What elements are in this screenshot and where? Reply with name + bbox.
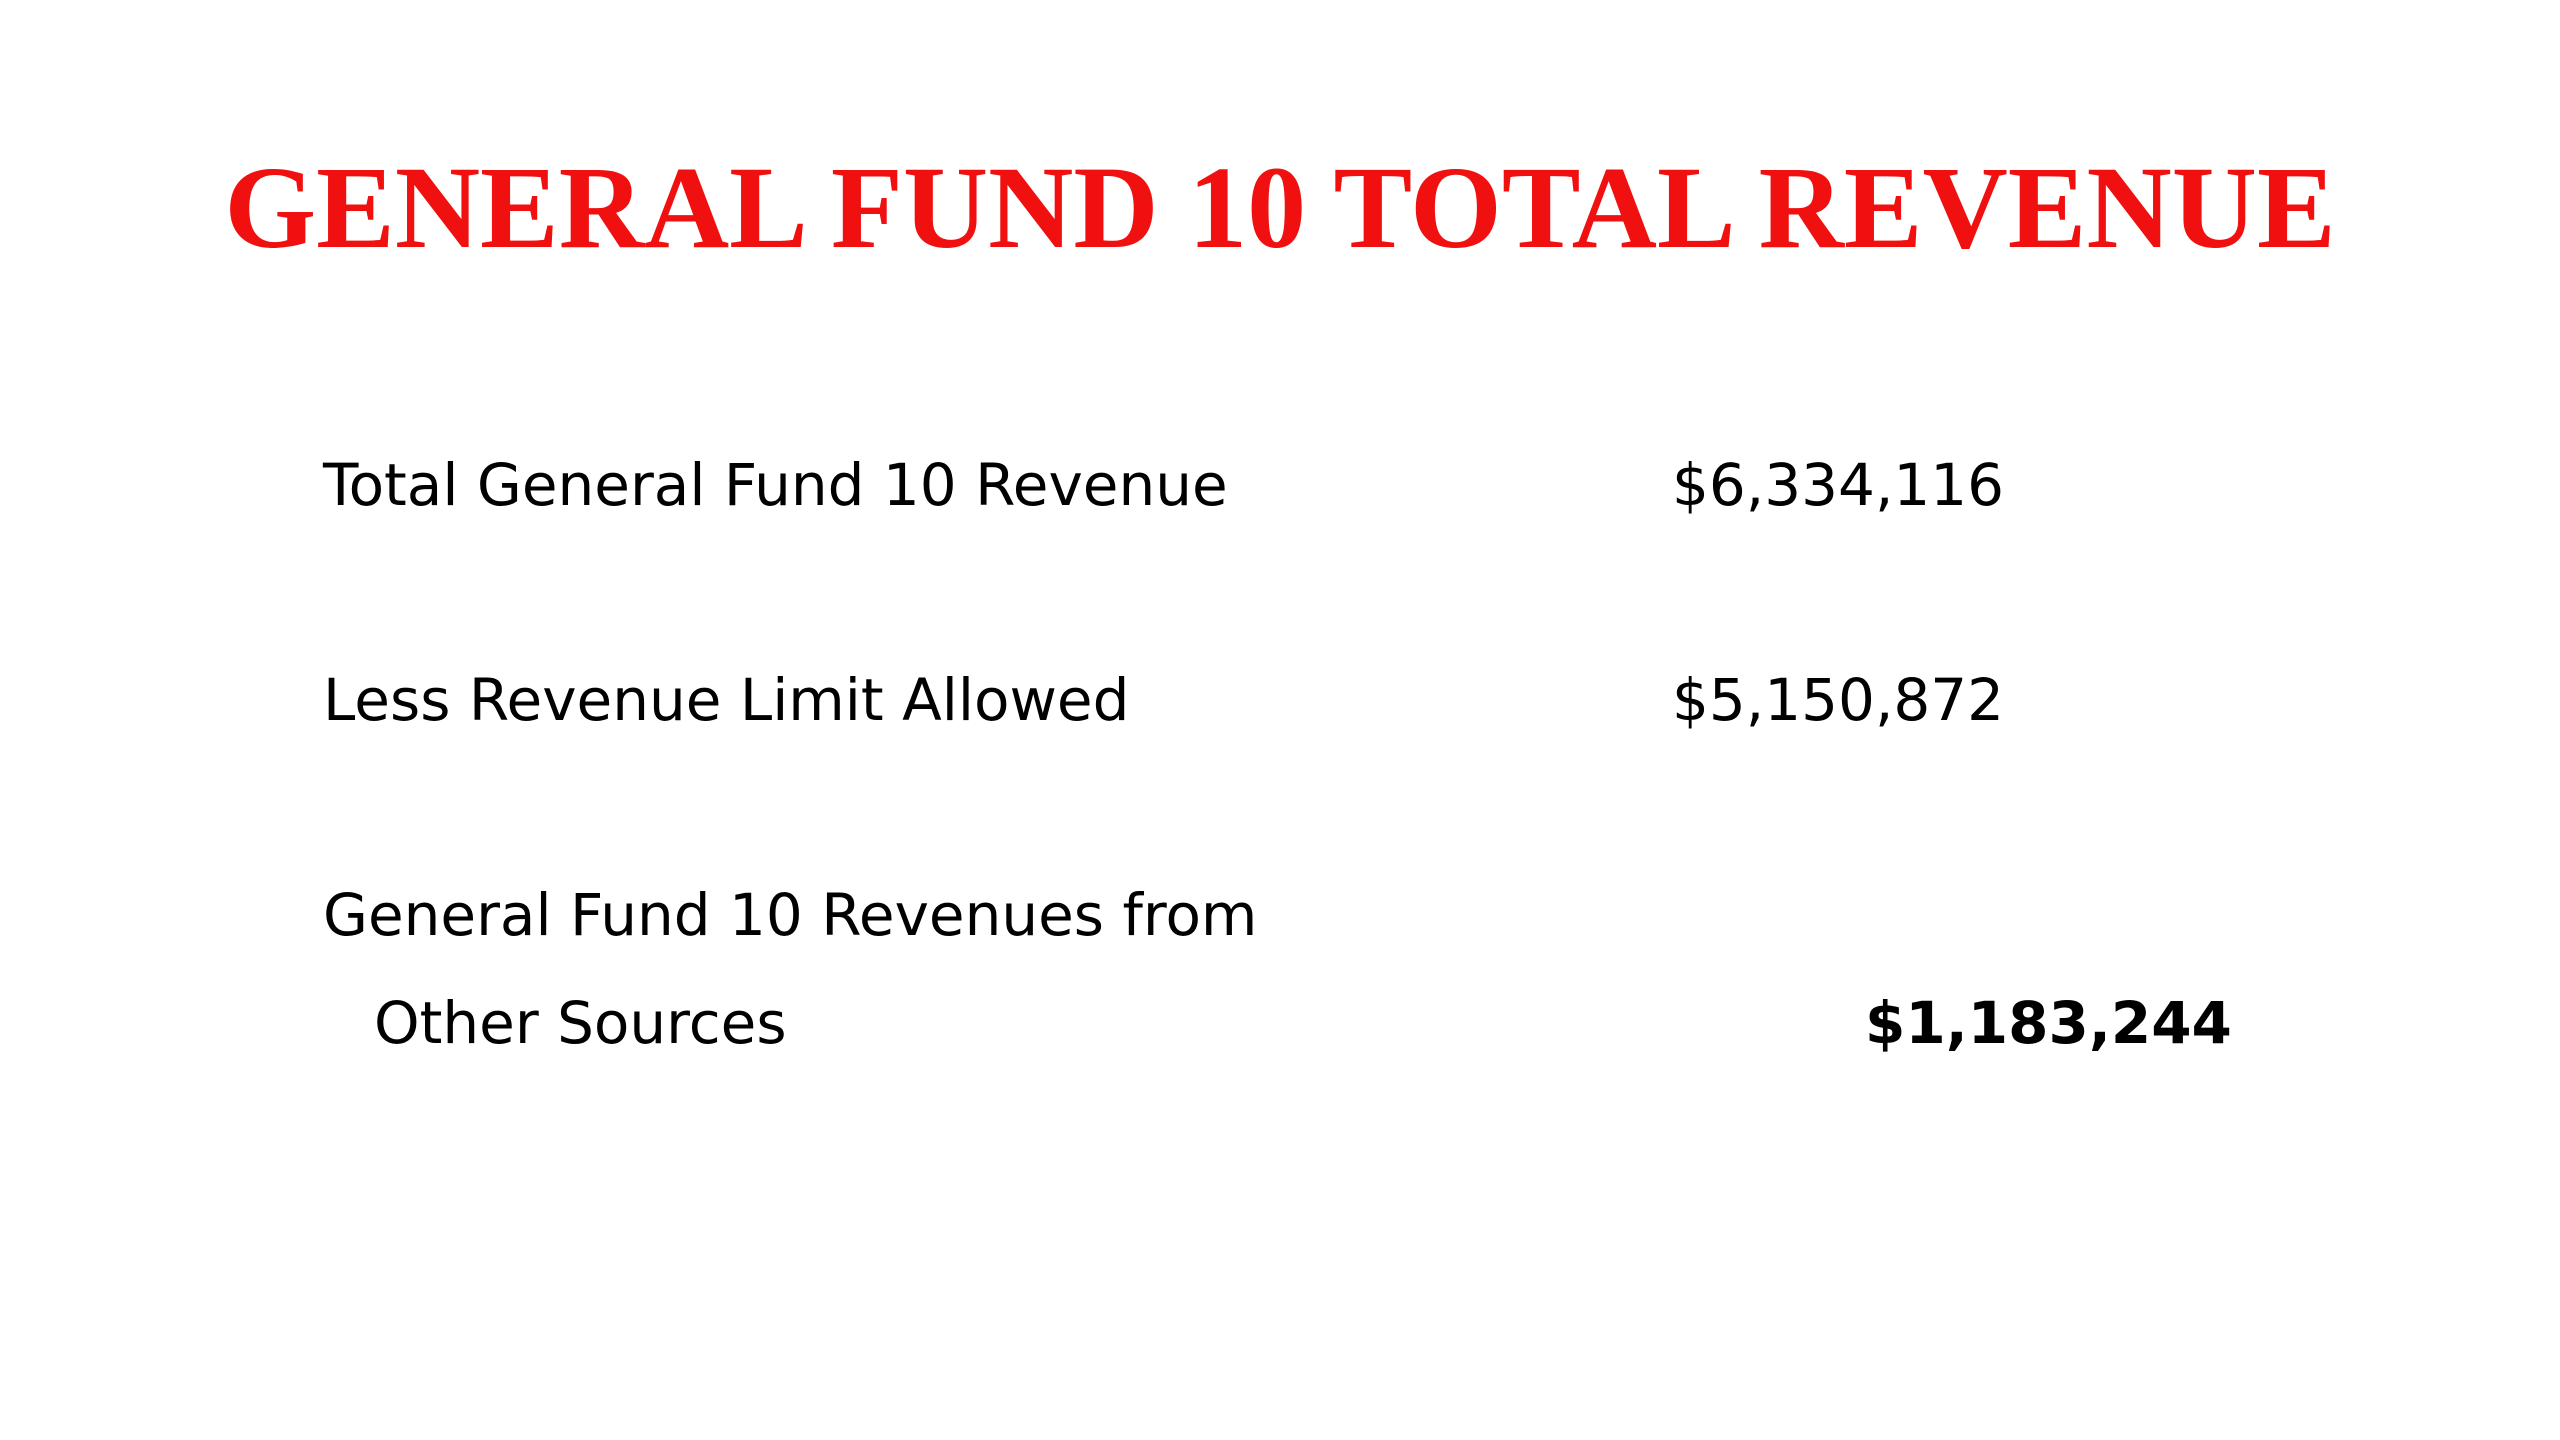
revenue-limit-label: Less Revenue Limit Allowed <box>323 666 1130 734</box>
other-sources-label-line2: Other Sources <box>374 989 787 1057</box>
total-revenue-value: $6,334,116 <box>1672 451 2005 519</box>
slide-title: GENERAL FUND 10 TOTAL REVENUE <box>224 142 2336 273</box>
other-sources-label-line1: General Fund 10 Revenues from <box>323 881 1258 949</box>
other-sources-value: $1,183,244 <box>1865 989 2232 1057</box>
revenue-limit-value: $5,150,872 <box>1672 666 2005 734</box>
total-revenue-label: Total General Fund 10 Revenue <box>323 451 1228 519</box>
